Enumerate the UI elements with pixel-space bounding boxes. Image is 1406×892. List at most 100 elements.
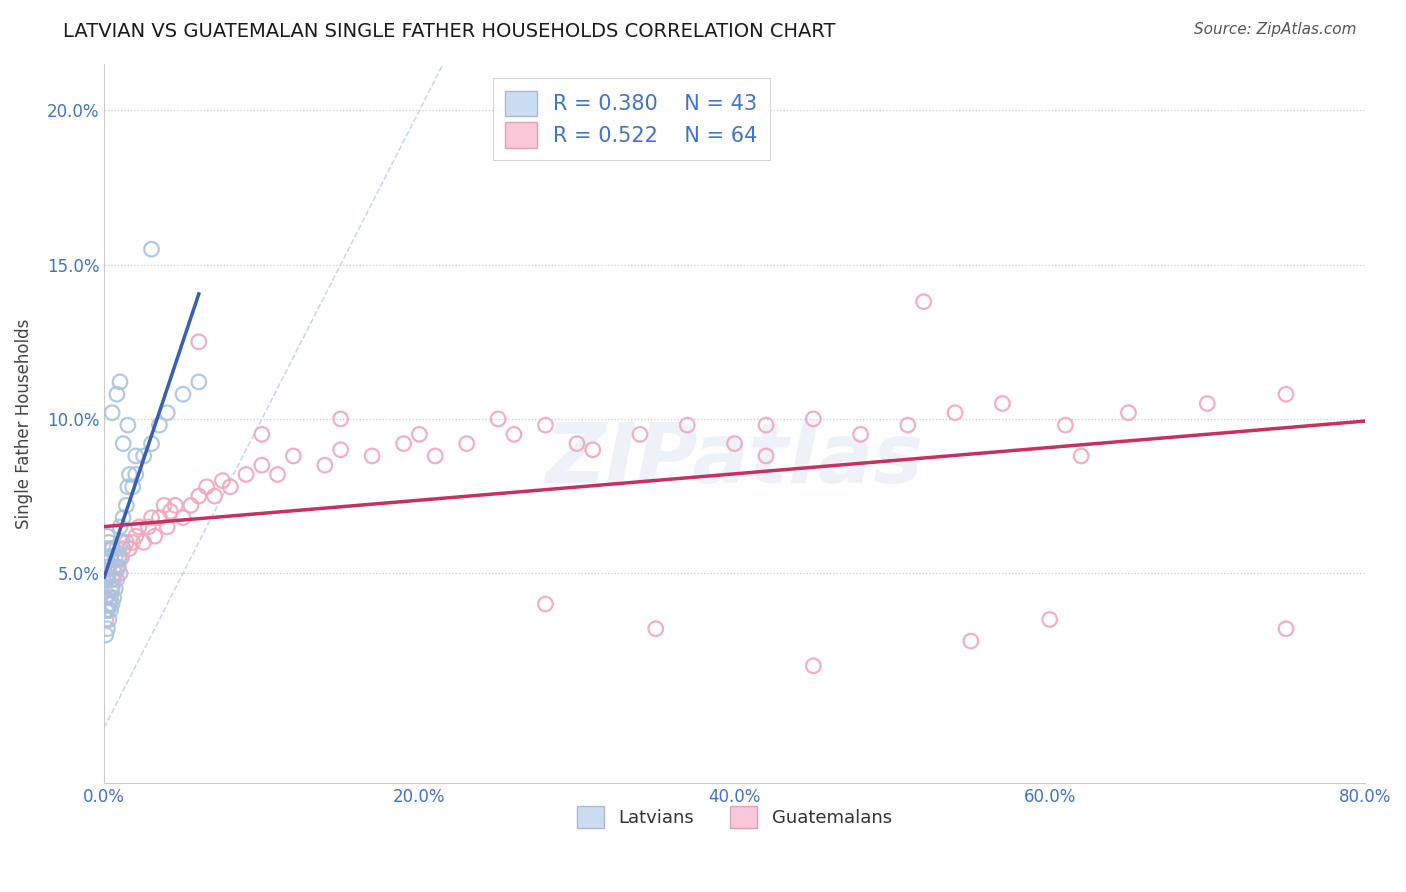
Point	[117, 418, 139, 433]
Point	[128, 520, 150, 534]
Point	[143, 529, 166, 543]
Point	[172, 510, 194, 524]
Point	[100, 550, 122, 565]
Point	[676, 418, 699, 433]
Legend: Latvians, Guatemalans: Latvians, Guatemalans	[569, 798, 900, 835]
Point	[121, 535, 143, 549]
Point	[132, 449, 155, 463]
Point	[118, 541, 141, 556]
Point	[105, 573, 128, 587]
Point	[187, 375, 209, 389]
Point	[486, 412, 509, 426]
Point	[100, 603, 122, 617]
Point	[101, 406, 124, 420]
Point	[141, 436, 163, 450]
Point	[423, 449, 446, 463]
Point	[187, 489, 209, 503]
Point	[98, 560, 121, 574]
Point	[1275, 622, 1298, 636]
Point	[960, 634, 983, 648]
Point	[98, 566, 121, 581]
Point	[96, 588, 118, 602]
Point	[125, 467, 148, 482]
Point	[801, 412, 824, 426]
Point	[211, 474, 233, 488]
Point	[105, 560, 128, 574]
Point	[159, 504, 181, 518]
Point	[98, 613, 121, 627]
Point	[565, 436, 588, 450]
Point	[219, 480, 242, 494]
Point	[94, 591, 117, 605]
Point	[1118, 406, 1140, 420]
Point	[96, 560, 118, 574]
Point	[250, 458, 273, 473]
Point	[1070, 449, 1092, 463]
Point	[329, 442, 352, 457]
Point	[141, 510, 163, 524]
Point	[101, 597, 124, 611]
Point	[329, 412, 352, 426]
Point	[1275, 387, 1298, 401]
Point	[156, 520, 179, 534]
Point	[115, 499, 138, 513]
Point	[108, 550, 131, 565]
Text: LATVIAN VS GUATEMALAN SINGLE FATHER HOUSEHOLDS CORRELATION CHART: LATVIAN VS GUATEMALAN SINGLE FATHER HOUS…	[63, 22, 835, 41]
Point	[101, 541, 124, 556]
Point	[115, 535, 138, 549]
Point	[101, 573, 124, 587]
Point	[100, 582, 122, 596]
Point	[849, 427, 872, 442]
Point	[148, 418, 170, 433]
Point	[94, 628, 117, 642]
Point	[180, 499, 202, 513]
Point	[121, 480, 143, 494]
Point	[107, 560, 129, 574]
Point	[912, 294, 935, 309]
Point	[141, 242, 163, 256]
Point	[105, 387, 128, 401]
Point	[98, 597, 121, 611]
Point	[156, 406, 179, 420]
Text: ZIPatlas: ZIPatlas	[546, 419, 924, 500]
Point	[755, 449, 778, 463]
Point	[125, 529, 148, 543]
Point	[101, 541, 124, 556]
Point	[96, 573, 118, 587]
Point	[108, 520, 131, 534]
Point	[112, 541, 135, 556]
Point	[104, 550, 127, 565]
Point	[94, 573, 117, 587]
Point	[103, 573, 125, 587]
Point	[582, 442, 605, 457]
Point	[1197, 396, 1219, 410]
Point	[361, 449, 384, 463]
Point	[628, 427, 651, 442]
Point	[408, 427, 430, 442]
Point	[96, 603, 118, 617]
Point	[991, 396, 1014, 410]
Point	[392, 436, 415, 450]
Point	[235, 467, 257, 482]
Point	[108, 375, 131, 389]
Point	[100, 550, 122, 565]
Point	[125, 449, 148, 463]
Point	[94, 550, 117, 565]
Point	[1039, 613, 1062, 627]
Point	[96, 603, 118, 617]
Point	[187, 334, 209, 349]
Point	[897, 418, 920, 433]
Point	[108, 566, 131, 581]
Point	[110, 535, 132, 549]
Point	[266, 467, 288, 482]
Point	[195, 480, 218, 494]
Point	[132, 535, 155, 549]
Point	[153, 499, 176, 513]
Point	[534, 597, 557, 611]
Point	[755, 418, 778, 433]
Point	[943, 406, 966, 420]
Point	[534, 418, 557, 433]
Point	[723, 436, 745, 450]
Point	[104, 566, 127, 581]
Point	[112, 510, 135, 524]
